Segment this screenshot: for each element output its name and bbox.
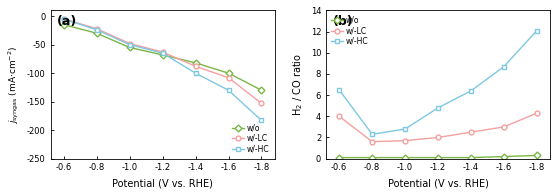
w/-HC [501,65,507,68]
w/-LC [126,42,133,45]
w/-LC [258,102,265,105]
Text: (b): (b) [333,15,353,28]
Line: w/-HC: w/-HC [61,17,264,123]
w/o [225,72,232,74]
w/-LC [192,65,199,67]
w/-LC [501,126,507,128]
w/-HC [369,133,375,136]
w/-LC [94,27,100,30]
w/-LC [369,141,375,143]
w/-HC [336,89,343,91]
w/-LC [61,18,67,20]
Legend: w/o, w/-LC, w/-HC: w/o, w/-LC, w/-HC [231,122,271,155]
w/o [192,62,199,64]
w/-LC [402,139,408,142]
w/-HC [258,119,265,122]
w/-HC [225,89,232,91]
Y-axis label: $j_{\mathrm{syngas}}$ (mA$\cdot$cm$^{-2}$): $j_{\mathrm{syngas}}$ (mA$\cdot$cm$^{-2}… [7,45,21,124]
w/o [159,54,166,56]
w/o [402,156,408,159]
w/-LC [534,112,540,114]
w/-HC [192,72,199,74]
w/-HC [434,107,441,109]
w/o [434,156,441,159]
w/-HC [534,29,540,32]
w/o [94,32,100,34]
w/-LC [336,115,343,117]
Line: w/-HC: w/-HC [337,28,539,137]
w/-HC [94,29,100,31]
w/o [369,156,375,159]
w/o [468,156,475,159]
w/-HC [468,90,475,92]
w/o [534,154,540,157]
w/-LC [225,76,232,79]
Line: w/-LC: w/-LC [337,111,539,144]
Y-axis label: H$_2$ / CO ratio: H$_2$ / CO ratio [291,53,305,116]
w/o [258,89,265,91]
w/o [336,156,343,159]
w/-HC [402,128,408,130]
Line: w/-LC: w/-LC [61,17,264,106]
w/o [126,46,133,49]
Legend: w/o, w/-LC, w/-HC: w/o, w/-LC, w/-HC [330,14,370,47]
X-axis label: Potential (V vs. RHE): Potential (V vs. RHE) [388,178,488,188]
Line: w/o: w/o [61,22,264,93]
w/-LC [434,136,441,139]
Line: w/o: w/o [337,153,539,160]
w/-HC [126,43,133,46]
w/-LC [159,51,166,53]
X-axis label: Potential (V vs. RHE): Potential (V vs. RHE) [112,178,213,188]
w/-HC [159,52,166,54]
Text: (a): (a) [57,15,77,28]
w/o [501,155,507,158]
w/o [61,24,67,26]
w/-LC [468,131,475,133]
w/-HC [61,18,67,20]
